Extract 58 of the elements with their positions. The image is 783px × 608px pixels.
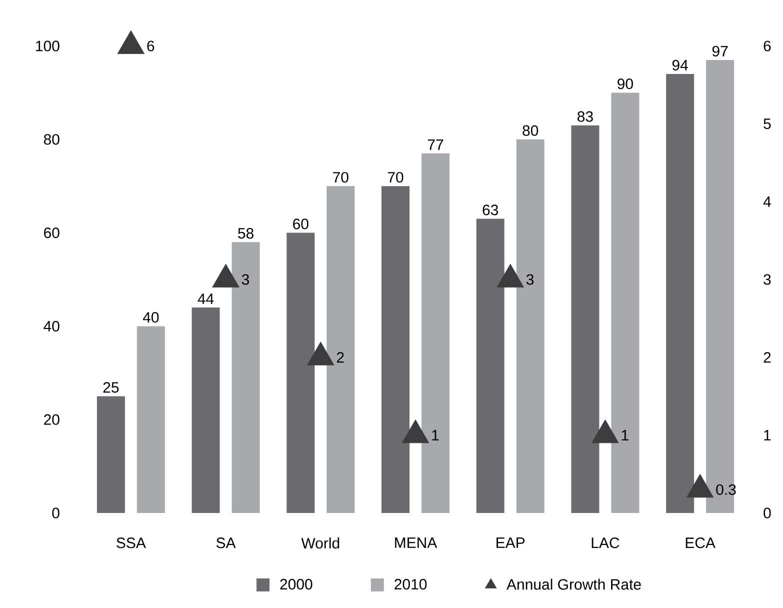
bar	[666, 74, 694, 513]
y-tick-label: 60	[44, 227, 60, 238]
y-tick-label: 20	[44, 414, 60, 425]
data-label: 70	[333, 172, 348, 183]
y2-tick-label: 4	[763, 196, 771, 207]
data-label: 2	[336, 352, 344, 363]
data-label: 0.3	[716, 484, 736, 495]
bar	[382, 186, 410, 513]
y2-tick-label: 1	[764, 430, 771, 440]
bar	[571, 125, 600, 513]
y-tick-label: 100	[36, 40, 60, 52]
data-label: 58	[238, 228, 254, 239]
y2-tick-label: 0	[764, 508, 771, 518]
y-tick-label: 0	[52, 508, 60, 518]
bar	[136, 326, 165, 513]
data-label: 6	[147, 40, 154, 52]
bar	[476, 218, 504, 513]
bar	[516, 139, 544, 513]
bar	[706, 60, 734, 513]
y2-tick-label: 2	[764, 352, 771, 363]
bar	[232, 242, 260, 513]
data-label: 3	[526, 274, 534, 285]
data-label: 97	[712, 46, 728, 56]
data-label: 1	[432, 430, 439, 440]
data-label: 94	[672, 60, 688, 70]
legend-label: 2010	[394, 578, 427, 590]
data-label: 25	[103, 382, 119, 393]
x-tick-label: EAP	[496, 538, 525, 548]
x-tick-label: MENA	[395, 538, 438, 548]
data-label: 83	[578, 111, 593, 122]
x-tick-label: LAC	[592, 538, 620, 548]
data-label: 60	[293, 218, 308, 230]
legend-label: 2000	[280, 578, 312, 590]
y-tick-label: 80	[44, 134, 60, 145]
bar	[96, 396, 125, 513]
data-label: 3	[242, 274, 250, 285]
x-tick-label: World	[301, 538, 340, 549]
legend-label: Annual Growth Rate	[506, 578, 641, 590]
y-tick-label: 40	[44, 320, 60, 332]
data-label: 63	[482, 204, 498, 216]
data-label: 40	[142, 312, 159, 323]
bar	[611, 92, 640, 513]
data-label: 77	[428, 140, 444, 150]
bar	[192, 308, 220, 513]
y2-tick-label: 6	[764, 40, 771, 52]
bar	[326, 186, 355, 513]
data-label: 70	[388, 172, 404, 183]
x-tick-label: ECA	[686, 538, 716, 548]
data-label: 1	[622, 430, 628, 440]
data-label: 90	[618, 78, 633, 90]
y2-tick-label: 3	[764, 274, 771, 285]
bar	[286, 232, 315, 513]
x-tick-label: SSA	[116, 538, 146, 548]
bar	[422, 153, 450, 513]
y2-tick-label: 5	[764, 118, 771, 130]
data-label: 44	[198, 294, 214, 304]
data-label: 80	[522, 125, 538, 136]
x-tick-label: SA	[216, 538, 236, 548]
